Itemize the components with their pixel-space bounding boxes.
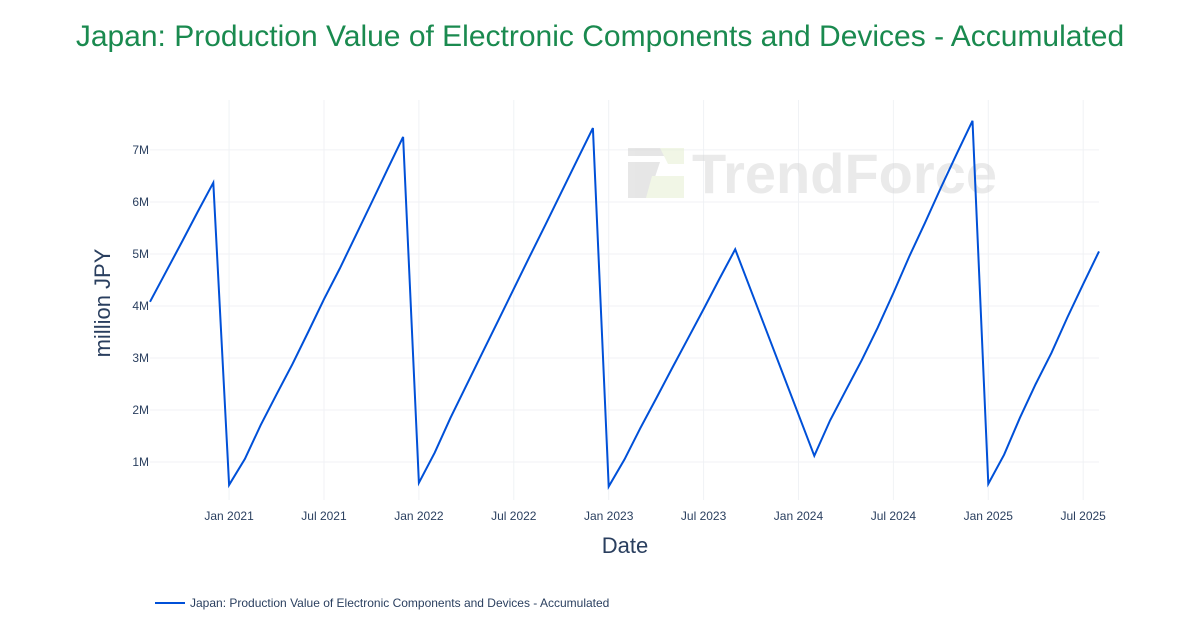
chart-title: Japan: Production Value of Electronic Co… bbox=[75, 20, 1125, 53]
watermark-text: TrendForce bbox=[692, 142, 997, 205]
x-tick-label: Jul 2025 bbox=[1060, 509, 1106, 523]
series-line bbox=[149, 120, 1100, 490]
y-tick-label: 5M bbox=[132, 247, 149, 261]
x-tick-label: Jan 2024 bbox=[774, 509, 824, 523]
y-tick-label: 2M bbox=[132, 403, 149, 417]
y-tick-label: 3M bbox=[132, 351, 149, 365]
y-tick-label: 7M bbox=[132, 143, 149, 157]
x-tick-label: Jan 2021 bbox=[204, 509, 254, 523]
x-tick-label: Jul 2023 bbox=[681, 509, 727, 523]
x-tick-label: Jul 2022 bbox=[491, 509, 537, 523]
x-tick-label: Jul 2021 bbox=[301, 509, 347, 523]
x-tick-label: Jan 2023 bbox=[584, 509, 634, 523]
x-tick-label: Jan 2025 bbox=[964, 509, 1014, 523]
y-tick-label: 6M bbox=[132, 195, 149, 209]
x-axis-title: Date bbox=[602, 533, 648, 558]
x-tick-label: Jan 2022 bbox=[394, 509, 444, 523]
legend-label: Japan: Production Value of Electronic Co… bbox=[190, 596, 610, 610]
trendforce-watermark-logo: TrendForce bbox=[628, 142, 997, 205]
x-tick-label: Jul 2024 bbox=[871, 509, 917, 523]
legend-item[interactable]: Japan: Production Value of Electronic Co… bbox=[155, 596, 609, 610]
y-axis-title: million JPY bbox=[90, 248, 115, 357]
y-tick-label: 1M bbox=[132, 455, 149, 469]
legend-swatch bbox=[155, 602, 185, 604]
y-tick-label: 4M bbox=[132, 299, 149, 313]
